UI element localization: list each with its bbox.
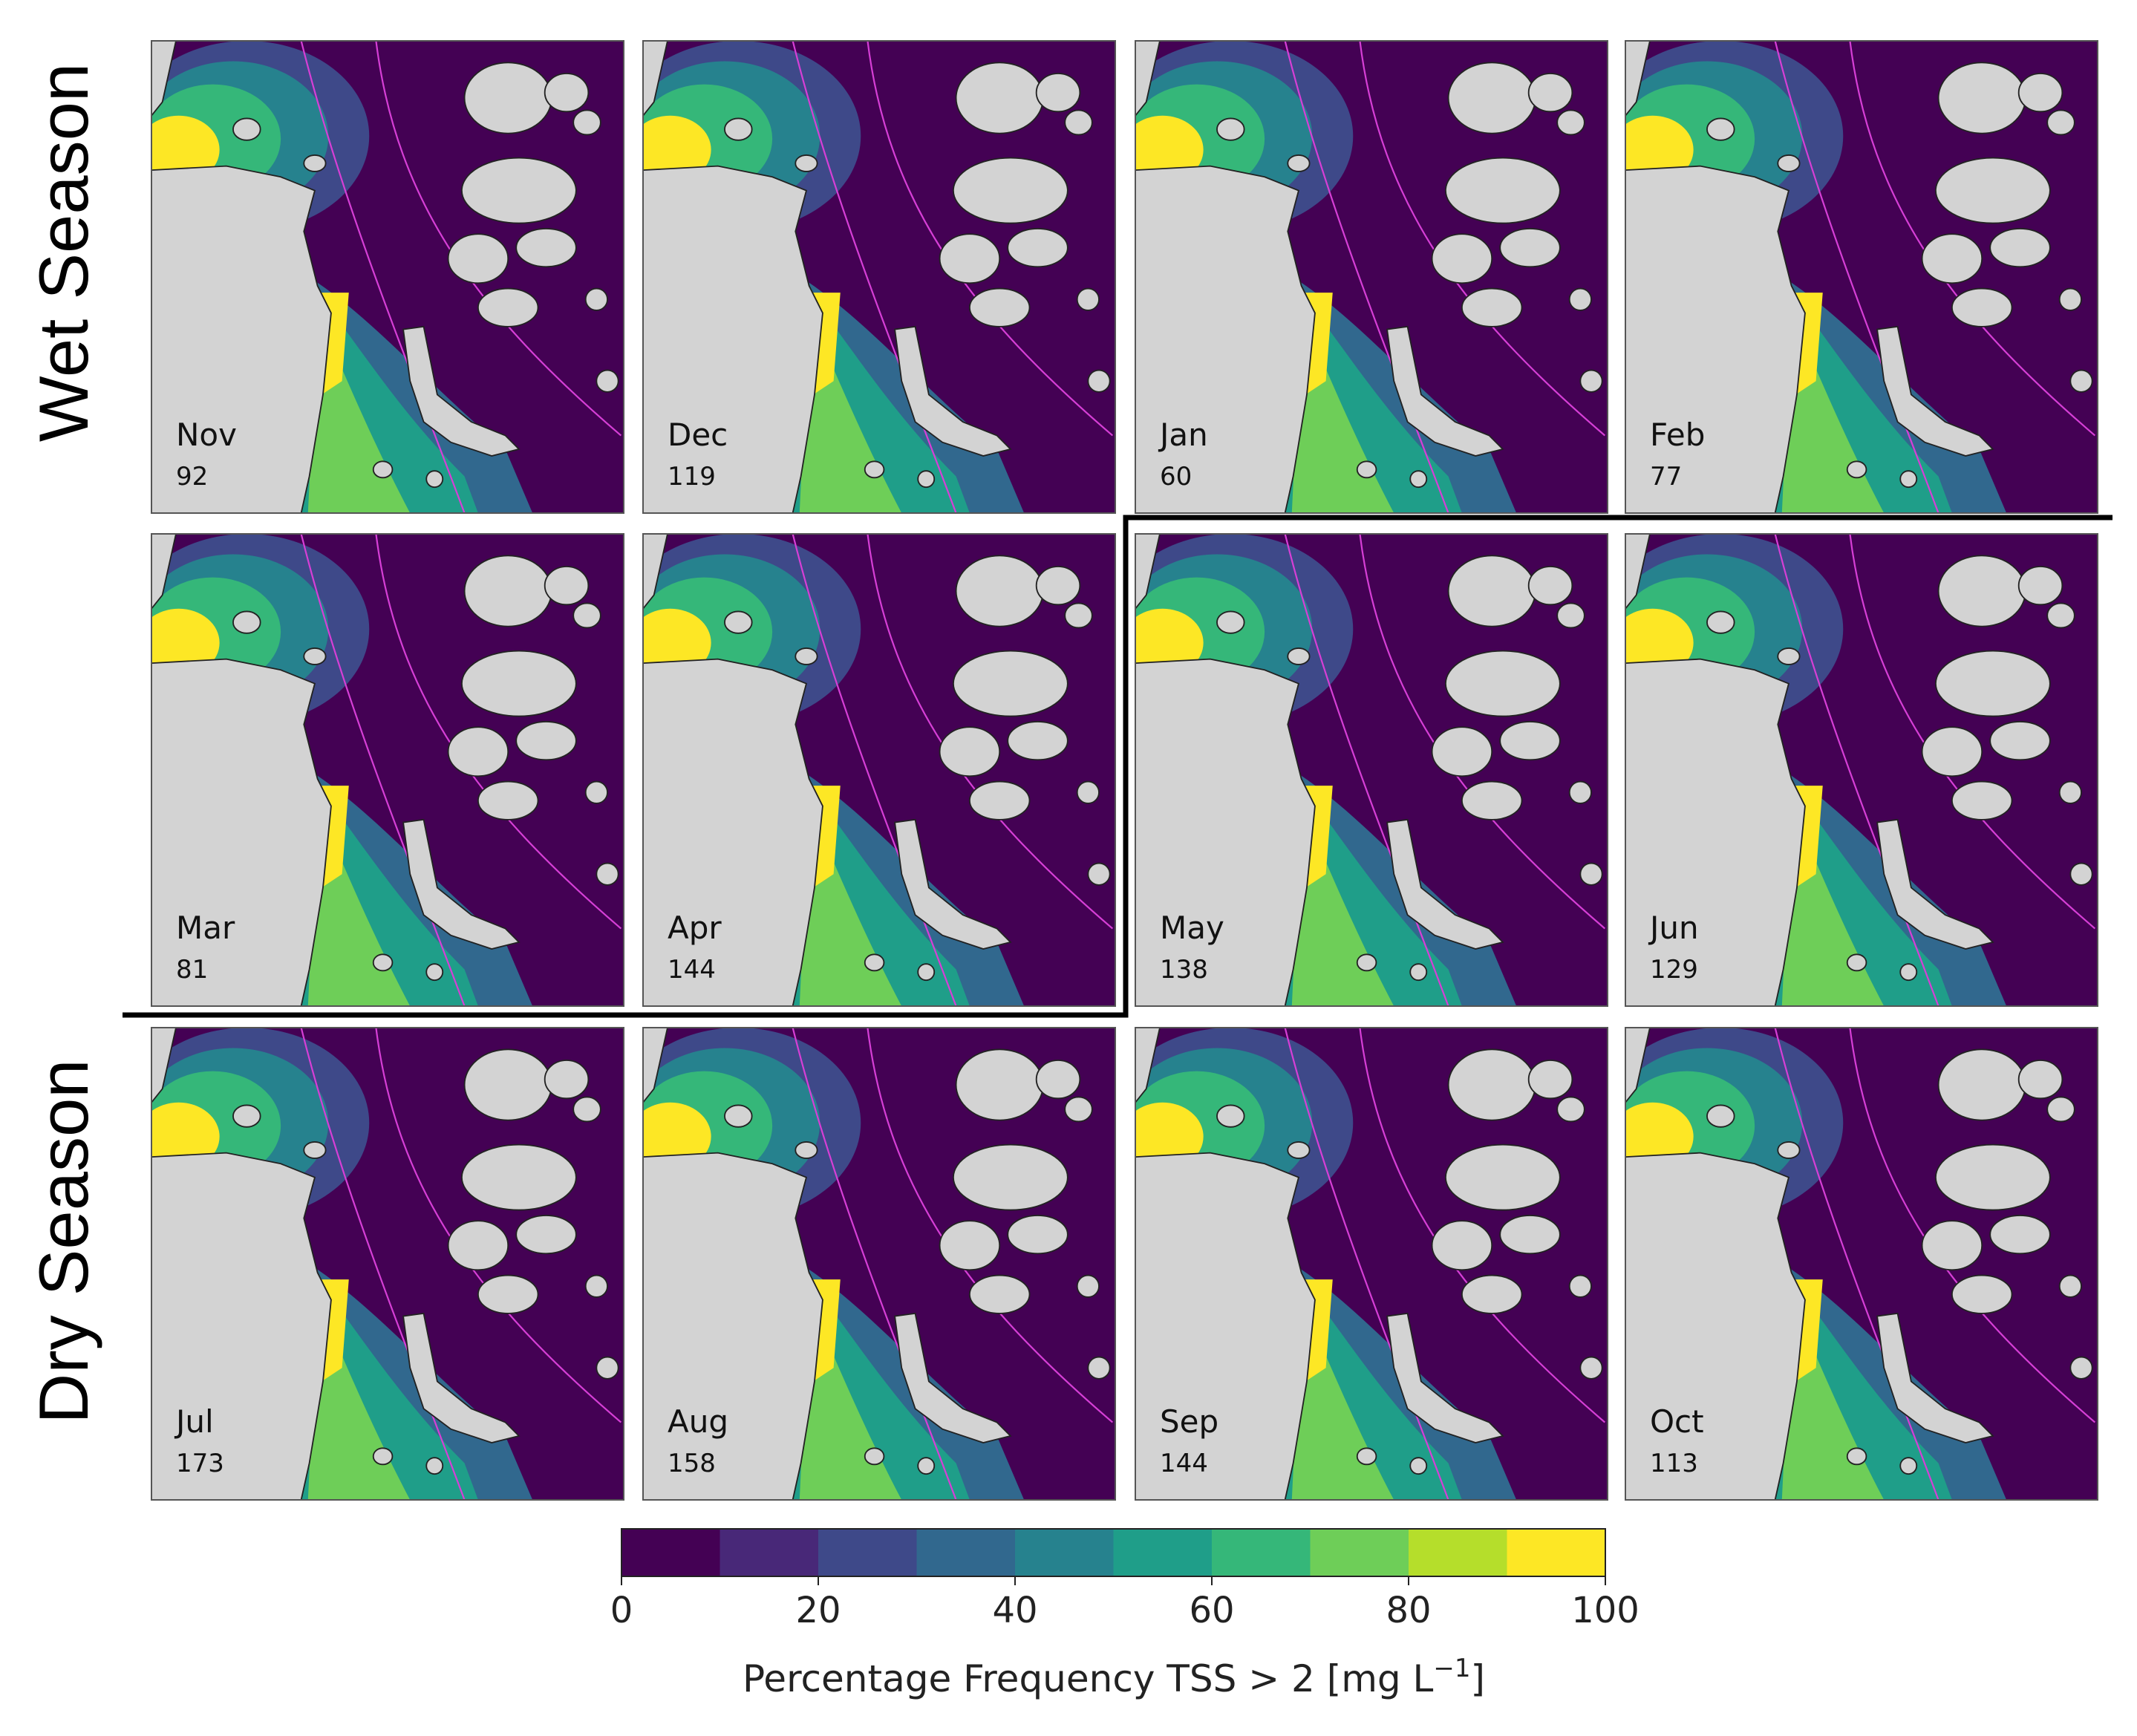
image-count: 119 <box>668 462 716 492</box>
colorbar-tick-label: 100 <box>1571 1590 1640 1631</box>
colorbar-label-sup: −1 <box>1433 1654 1470 1683</box>
map-panel: May 138 <box>1135 533 1608 1007</box>
row-label: Wet Season <box>25 63 102 442</box>
month-label: Apr <box>668 910 722 946</box>
colorbar-tick-label: 20 <box>795 1590 841 1631</box>
colorbar-swatch <box>720 1529 818 1576</box>
panel-border <box>1135 533 1608 1007</box>
map-panel: Oct 113 <box>1625 1027 2098 1501</box>
month-label: Oct <box>1650 1403 1704 1440</box>
image-count: 113 <box>1650 1449 1698 1478</box>
panel-border <box>151 1027 624 1501</box>
colorbar-swatch <box>1310 1529 1409 1576</box>
image-count: 144 <box>1160 1449 1208 1478</box>
month-label: Aug <box>668 1403 728 1440</box>
colorbar: 0 20 40 60 80 100 <box>610 1528 1640 1631</box>
colorbar-tick-label: 0 <box>610 1590 633 1631</box>
colorbar-swatch <box>1015 1529 1114 1576</box>
month-label: Dec <box>668 417 728 453</box>
panel-border <box>1625 533 2098 1007</box>
colorbar-swatch <box>818 1529 917 1576</box>
month-label: Jun <box>1648 910 1699 946</box>
season-divider <box>123 515 2112 1018</box>
map-panel: Jul 173 <box>151 1027 624 1501</box>
map-panel: Jun 129 <box>1625 533 2098 1007</box>
colorbar-tick-label: 40 <box>992 1590 1037 1631</box>
month-label: May <box>1160 910 1224 946</box>
colorbar-swatch <box>1113 1529 1212 1576</box>
colorbar-swatch <box>916 1529 1015 1576</box>
map-panel: Nov 92 <box>151 40 624 514</box>
month-label: Mar <box>176 910 235 946</box>
map-panel: Apr 144 <box>642 533 1116 1007</box>
colorbar-tick-label: 80 <box>1386 1590 1431 1631</box>
panel-border <box>642 1027 1116 1501</box>
month-label: Jan <box>1158 417 1208 453</box>
colorbar-frame <box>621 1528 1606 1577</box>
map-panel: Dec 119 <box>642 40 1116 514</box>
map-panel: Jan 60 <box>1135 40 1608 514</box>
panel-border <box>151 533 624 1007</box>
colorbar-swatch <box>1507 1529 1605 1576</box>
colorbar-tick-label: 60 <box>1189 1590 1234 1631</box>
colorbar-label: Percentage Frequency TSS > 2 [mg L−1] <box>743 1654 1485 1700</box>
panel-grid: Nov 92 Dec 119 Jan 60 Feb 77 Mar 81 Apr 144 May 138 Ju… <box>151 40 2098 1501</box>
colorbar-swatch <box>1409 1529 1507 1576</box>
map-panel: Mar 81 <box>151 533 624 1007</box>
row-label: Dry Season <box>25 1059 102 1423</box>
image-count: 158 <box>668 1449 716 1478</box>
image-count: 129 <box>1650 955 1698 985</box>
colorbar-label-text: Percentage Frequency TSS > 2 [mg L <box>743 1657 1434 1700</box>
panel-border <box>1625 1027 2098 1501</box>
panel-border <box>1135 1027 1608 1501</box>
map-panel: Sep 144 <box>1135 1027 1608 1501</box>
image-count: 173 <box>176 1449 224 1478</box>
colorbar-swatch <box>1212 1529 1311 1576</box>
image-count: 60 <box>1160 462 1192 492</box>
panel-border <box>642 533 1116 1007</box>
colorbar-label-end: ] <box>1471 1657 1486 1700</box>
month-label: Nov <box>176 417 237 453</box>
month-label: Sep <box>1160 1403 1218 1440</box>
panel-border <box>151 40 624 514</box>
map-panel: Feb 77 <box>1625 40 2098 514</box>
month-label: Jul <box>174 1403 214 1440</box>
image-count: 81 <box>176 955 208 985</box>
colorbar-swatch <box>621 1529 720 1576</box>
image-count: 144 <box>668 955 716 985</box>
panel-border <box>642 40 1116 514</box>
month-label: Feb <box>1650 417 1705 453</box>
image-count: 138 <box>1160 955 1208 985</box>
panel-border <box>1135 40 1608 514</box>
panel-border <box>1625 40 2098 514</box>
image-count: 77 <box>1650 462 1682 492</box>
image-count: 92 <box>176 462 208 492</box>
map-panel: Aug 158 <box>642 1027 1116 1501</box>
